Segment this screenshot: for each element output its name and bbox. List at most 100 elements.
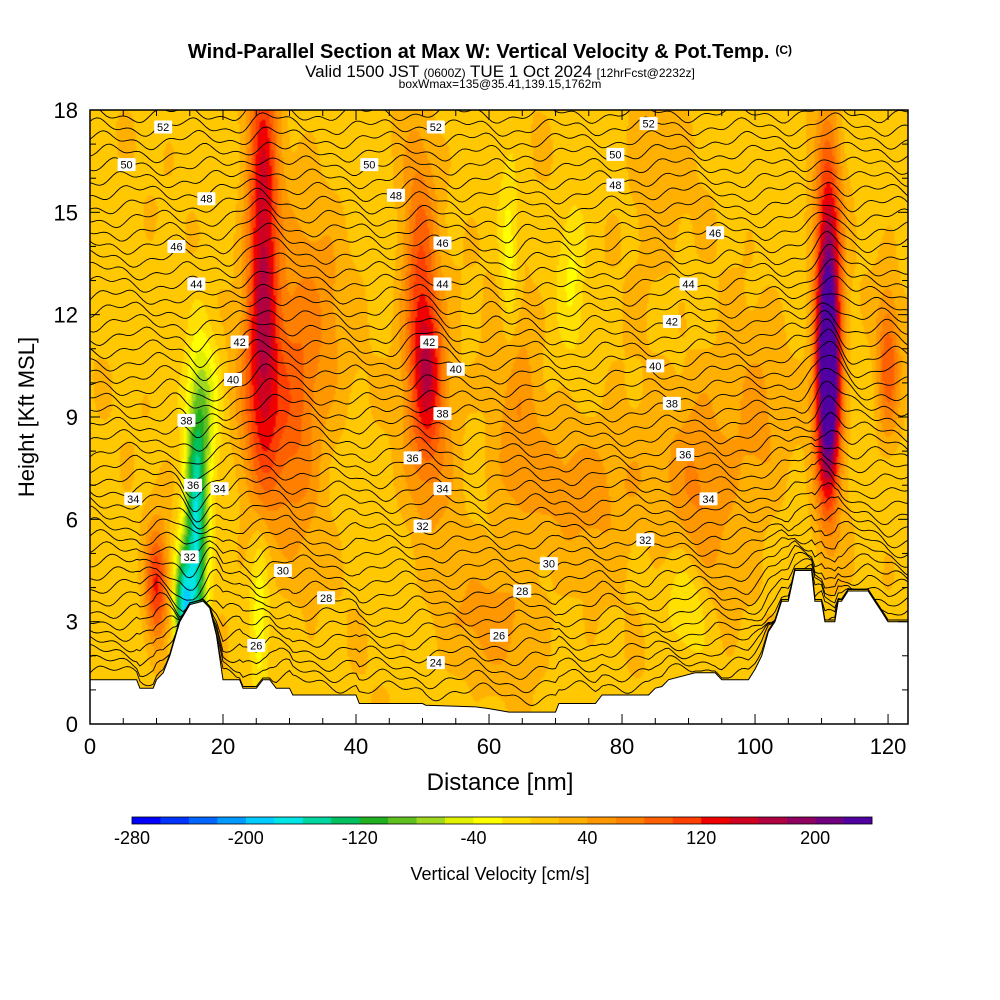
contour-label-text: 24 [430, 658, 442, 670]
isentrope-line [90, 328, 908, 382]
contour-label: 40 [223, 372, 242, 386]
x-axis-label: Distance [nm] [427, 769, 574, 796]
colorbar-swatch [274, 817, 304, 824]
contour-label-text: 32 [184, 552, 196, 564]
y-tick-label: 12 [54, 303, 78, 328]
colorbar-swatch [302, 817, 332, 824]
contour-label-text: 34 [127, 494, 139, 506]
isentrope-line [90, 532, 908, 579]
contour-label: 30 [539, 557, 558, 571]
x-tick-label: 0 [84, 734, 96, 759]
contour-label-text: 36 [406, 453, 418, 465]
contour-label: 42 [230, 335, 249, 349]
contour-label-text: 50 [363, 160, 375, 172]
contour-label: 32 [636, 533, 655, 547]
chart-subtitle: Valid 1500 JST (0600Z) TUE 1 Oct 2024 [1… [305, 62, 695, 81]
contour-label-text: 36 [679, 450, 691, 462]
contour-label: 28 [317, 591, 336, 605]
colorbar-swatch [160, 817, 190, 824]
isentrope-line [90, 568, 908, 707]
contour-label: 50 [117, 158, 136, 172]
isentrope-line [90, 318, 908, 369]
isentrope-line [90, 187, 908, 219]
colorbar-swatch [245, 817, 275, 824]
contour-label: 46 [433, 236, 452, 250]
y-tick-label: 15 [54, 200, 78, 225]
y-axis-label: Height [Kft MSL] [14, 337, 39, 497]
chart-title: Wind-Parallel Section at Max W: Vertical… [188, 41, 792, 63]
contour-label-text: 40 [649, 361, 661, 373]
isentrope-line [90, 469, 908, 523]
colorbar-tick-label: -40 [460, 828, 486, 848]
colorbar-swatch [502, 817, 531, 824]
contour-label-text: 52 [157, 122, 169, 134]
colorbar-swatch [132, 817, 161, 824]
isentrope-line [90, 482, 908, 530]
colorbar-swatch [644, 817, 674, 824]
colorbar-swatch [473, 817, 503, 824]
colorbar-tick-label: -120 [342, 828, 378, 848]
contour-label: 36 [184, 478, 203, 492]
isentrope-line [90, 220, 908, 258]
contour-label-text: 42 [423, 337, 435, 349]
contour-label-text: 44 [682, 279, 694, 291]
x-tick-label: 40 [344, 734, 368, 759]
contour-label-text: 50 [609, 149, 621, 161]
x-axis-ticks: 0 20 40 60 80 100 120 [84, 110, 907, 759]
isentrope-line [90, 558, 908, 628]
colorbar-swatch [416, 817, 446, 824]
isentrope-line [90, 551, 908, 616]
x-tick-label: 80 [610, 734, 634, 759]
colorbar-swatch [188, 817, 218, 824]
contour-label: 30 [273, 564, 292, 578]
isentrope-line [90, 243, 908, 282]
isentrope-line [90, 367, 908, 412]
contour-label-text: 30 [277, 566, 289, 578]
contour-label: 24 [426, 656, 445, 670]
contour-label: 50 [360, 158, 379, 172]
isentrope-line [90, 309, 908, 353]
contour-label-text: 48 [609, 180, 621, 192]
isentrope-line [90, 302, 908, 336]
contour-labels: 52 52 52 50 50 50 48 48 48 46 46 46 44 44 44 42 42 42 40 40… [117, 117, 725, 670]
contour-label: 44 [433, 277, 452, 291]
colorbar-swatch [843, 817, 873, 824]
isentrope-line [90, 197, 908, 233]
colorbar-tick-label: 120 [686, 828, 716, 848]
isentrope-line [90, 231, 908, 271]
x-tick-label: 120 [870, 734, 907, 759]
contour-label-text: 34 [702, 494, 714, 506]
contour-label-text: 34 [214, 484, 226, 496]
isentrope-line [90, 496, 908, 539]
contour-label: 32 [180, 550, 199, 564]
terrain-mask [89, 570, 909, 725]
contour-label: 32 [413, 519, 432, 533]
colorbar-tick-label: 200 [800, 828, 830, 848]
colorbar-swatch [558, 817, 588, 824]
colorbar-tick-label: -200 [228, 828, 264, 848]
contour-label: 36 [403, 451, 422, 465]
contour-label-text: 38 [666, 398, 678, 410]
contour-label-text: 46 [170, 241, 182, 253]
contour-label: 44 [187, 277, 206, 291]
contour-label: 48 [386, 188, 405, 202]
y-tick-label: 0 [66, 712, 78, 737]
colorbar-swatch [701, 817, 730, 824]
colorbar-swatch [359, 817, 389, 824]
isentrope-line [90, 209, 908, 246]
isentrope-line [90, 178, 908, 205]
y-tick-label: 3 [66, 610, 78, 635]
contour-label: 26 [490, 628, 508, 642]
isentrope-line [90, 540, 908, 592]
contour-label-text: 28 [320, 593, 332, 605]
contour-label: 26 [247, 639, 266, 653]
contour-label: 48 [606, 178, 625, 192]
colorbar-swatch [786, 817, 816, 824]
isentrope-line [90, 451, 908, 499]
contour-label-text: 34 [436, 484, 448, 496]
colorbar-frame [131, 816, 873, 825]
contour-label-text: 44 [190, 279, 202, 291]
contour-label: 44 [679, 277, 698, 291]
x-tick-label: 100 [737, 734, 774, 759]
